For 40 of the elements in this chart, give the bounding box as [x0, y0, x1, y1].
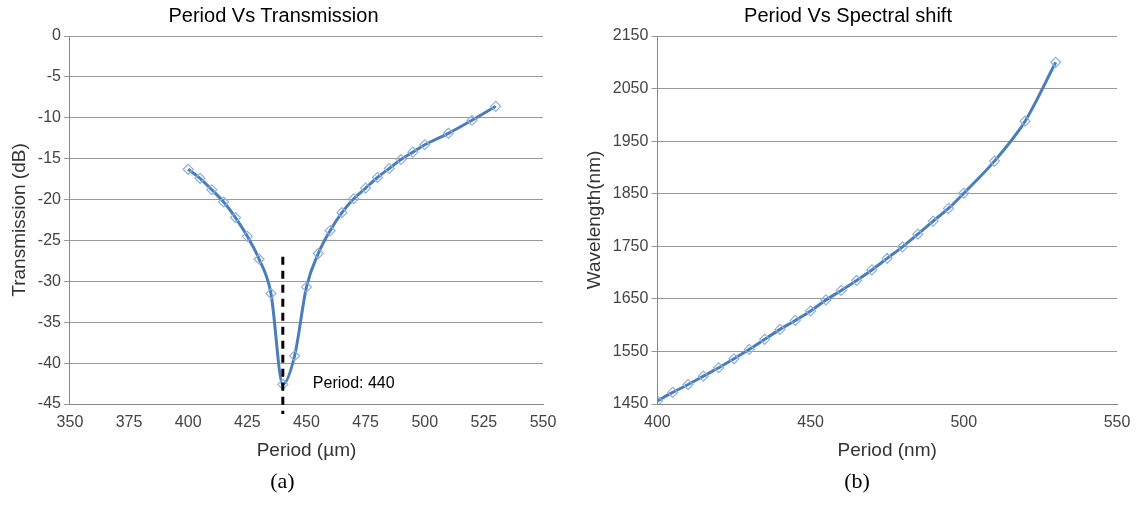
y-tick-label: -30 [37, 271, 62, 289]
y-tick-label: 1950 [612, 131, 649, 149]
y-tick-label: -15 [37, 149, 62, 167]
x-tick-label: 375 [115, 413, 143, 431]
y-axis-title: Wavelength(nm) [582, 150, 604, 290]
y-tick-label: -5 [46, 67, 62, 85]
x-tick-label: 525 [470, 413, 498, 431]
x-tick-label: 400 [174, 413, 202, 431]
y-tick-label: 1450 [612, 394, 649, 412]
x-tick-label: 500 [411, 413, 439, 431]
x-tick-label: 450 [293, 413, 320, 431]
y-tick-label: -10 [37, 108, 62, 126]
x-tick-label: 475 [352, 413, 380, 431]
text: (b) [843, 468, 871, 494]
y-tick-label: -25 [37, 230, 62, 248]
y-tick-label: 2050 [612, 78, 649, 96]
x-tick-label: 400 [644, 413, 671, 431]
y-tick-label: 2150 [612, 26, 649, 44]
y-tick-label: 0 [52, 26, 62, 44]
chart-title: Period Vs Spectral shift [744, 3, 953, 26]
y-tick-label: 1650 [612, 289, 649, 307]
y-tick-label: 1750 [612, 236, 649, 254]
y-tick-label: -20 [37, 189, 62, 207]
x-tick-label: 500 [950, 413, 978, 431]
x-tick-label: 350 [56, 413, 84, 431]
x-tick-label: 425 [233, 413, 261, 431]
y-tick-label: 1550 [612, 341, 649, 359]
y-tick-label: -40 [37, 353, 62, 371]
y-tick-label: 1850 [612, 184, 649, 202]
y-tick-label: -35 [37, 312, 62, 330]
ref-line-label: Period: 440 [312, 374, 395, 392]
x-axis-title: Period (nm) [837, 438, 937, 460]
chart-title: Period Vs Transmission [168, 3, 379, 26]
x-tick-label: 450 [797, 413, 825, 431]
x-tick-label: 550 [1103, 413, 1131, 431]
y-tick-label: -45 [37, 394, 62, 412]
x-tick-label: 550 [529, 413, 557, 431]
x-axis-title: Period (µm) [256, 438, 357, 460]
y-axis-title: Transmission (dB) [7, 143, 29, 297]
text: (a) [269, 468, 296, 494]
